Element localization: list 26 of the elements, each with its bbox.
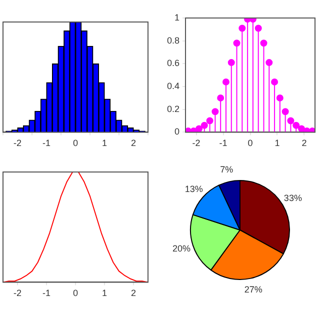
data-label: 20% <box>172 243 191 254</box>
x-tick-label: -1 <box>219 138 228 148</box>
x-tick-label: 0 <box>248 138 253 148</box>
y-tick-label: 0 <box>174 126 180 137</box>
data-label: 27% <box>244 284 262 295</box>
x-tick-label: -2 <box>13 288 22 298</box>
y-tick-label: 0.6 <box>166 58 180 68</box>
x-tick-label: 2 <box>302 138 307 148</box>
y-tick-label: 1 <box>174 12 180 22</box>
x-tick-label: 0 <box>72 288 78 298</box>
x-tick-label: 1 <box>274 138 280 148</box>
x-tick-label: 2 <box>130 288 136 298</box>
x-tick-label: 1 <box>102 288 108 298</box>
y-tick-label: 0.2 <box>166 104 180 114</box>
x-tick-label: -1 <box>42 138 51 148</box>
x-tick-label: 0 <box>72 138 78 148</box>
x-tick-label: -2 <box>13 138 22 148</box>
x-tick-label: -2 <box>192 138 200 148</box>
y-tick-label: 0.8 <box>166 35 180 46</box>
data-label: 33% <box>284 193 302 204</box>
y-tick-label: 0.4 <box>166 81 180 92</box>
x-tick-label: -1 <box>42 288 51 298</box>
x-tick-label: 1 <box>102 138 108 148</box>
data-label: 13% <box>184 184 203 194</box>
x-tick-label: 2 <box>130 138 136 148</box>
data-label: 7% <box>220 164 234 174</box>
